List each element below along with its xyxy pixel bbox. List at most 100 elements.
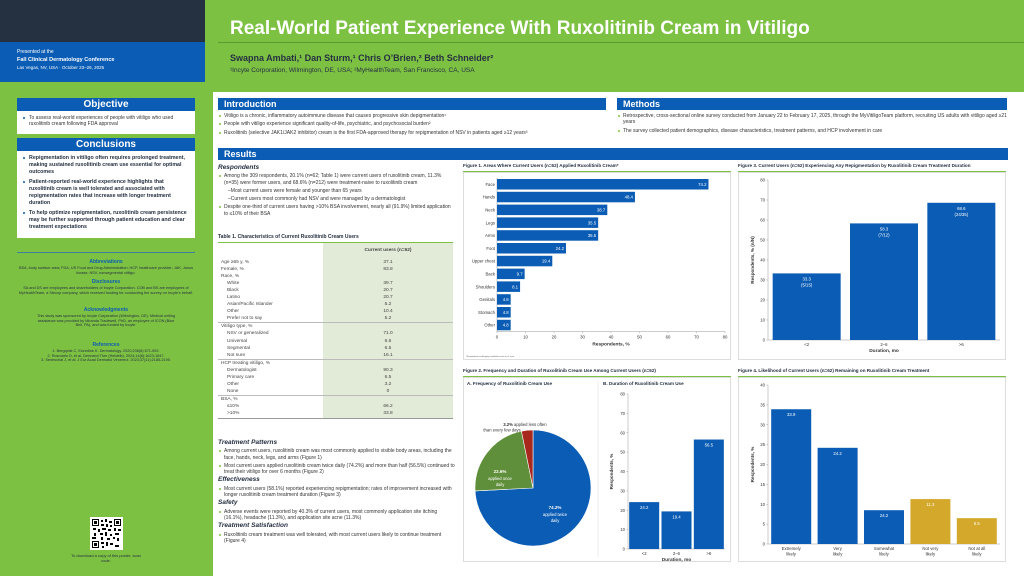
- disclosures-text: SA and DS are employees and shareholders…: [18, 285, 194, 295]
- fig2b-y-tick-label: 70: [620, 411, 625, 416]
- table-row-label: Female, %: [221, 266, 244, 272]
- fig3-y-tick-label: 0: [763, 338, 766, 343]
- fig1-value-label: 48.4: [625, 195, 634, 200]
- intro-item: Ruxolitinib (selective JAK1/JAK2 inhibit…: [218, 130, 608, 136]
- fig3-category-label: <2: [804, 342, 810, 347]
- fig2-frame: [463, 377, 731, 562]
- fig4-value-label: 24.2: [880, 513, 889, 518]
- fig1-value-label: 4.8: [503, 323, 510, 328]
- fig2a-slice-pct: 3.2%: [503, 422, 513, 427]
- fig3-category-label: >6: [959, 342, 965, 347]
- fig2b-category-label: 2–6: [673, 551, 681, 556]
- fig3-category-label: 2–6: [880, 342, 888, 347]
- table-row-value: 6.5: [323, 374, 453, 382]
- intro-item: Vitiligo is a chronic, inflammatory auto…: [218, 113, 608, 119]
- fig1-x-tick-label: 40: [609, 335, 614, 340]
- table-row-value: 66.2: [323, 403, 453, 411]
- table-row-label: Other: [227, 382, 239, 388]
- fig1-bar: [497, 217, 599, 228]
- table1-caption: Table 1. Characteristics of Current Ruxo…: [218, 234, 359, 240]
- reference-item: 1. Bergqvist C, Ezzedine K. Dermatology.…: [52, 348, 160, 353]
- table-row: Segmental 6.5: [218, 344, 453, 352]
- fig4-category-label: Extremely likely: [782, 546, 802, 557]
- results-title: Results: [218, 148, 1008, 160]
- fig3-frame: [738, 172, 1006, 360]
- table-row-label: Latino: [227, 294, 241, 300]
- acknowledgments-title: Acknowledgments: [83, 307, 129, 313]
- table-row-value: 39.7: [323, 279, 453, 287]
- table-row-label: Dermatologist: [227, 367, 257, 373]
- table-row-label: Asian/Pacific Islander: [227, 302, 273, 308]
- fig3-value-label: 33.3: [802, 276, 811, 281]
- fig4-y-tick-label: 30: [760, 422, 765, 427]
- table-row-value: [323, 322, 453, 331]
- fig1-bar: [497, 191, 635, 203]
- fig1-bar: [497, 281, 521, 292]
- authors: Swapna Ambati,¹ Dan Sturm,¹ Chris O’Brie…: [230, 53, 494, 63]
- table-row-label: Prefer not to say: [227, 316, 263, 322]
- table-row-value: 16.1: [323, 351, 453, 360]
- effectiveness-title: Effectiveness: [218, 476, 260, 484]
- fig2b-y-tick-label: 80: [620, 392, 625, 397]
- objective-box: Objective To assess real-world experienc…: [17, 98, 195, 135]
- fig1-category-label: Shoulders: [476, 284, 495, 289]
- fig1-footnote: *Respondents could apply ruxolitinib cre…: [466, 355, 515, 358]
- fig2b-value-label: 24.2: [640, 505, 649, 510]
- fig3-y-tick-label: 50: [760, 238, 765, 243]
- conclusion-item: To help optimize repigmentation, ruxolit…: [23, 210, 189, 231]
- table-row-label: Segmental: [227, 345, 250, 351]
- fig2b-y-tick-label: 50: [620, 450, 625, 455]
- satisfaction-title: Treatment Satisfaction: [218, 522, 288, 530]
- table-row-label: Primary care: [227, 375, 255, 380]
- fig4-y-tick-label: 25: [760, 442, 765, 447]
- objective-item: To assess real-world experiences of peop…: [23, 115, 189, 127]
- respondents-item: Among the 309 respondents, 20.1% (n=62; …: [218, 173, 456, 186]
- methods-title: Methods: [617, 98, 1007, 110]
- fig1-category-label: Legs: [486, 220, 495, 225]
- fig2a-slice-label: applied less often than every few days: [483, 422, 547, 433]
- table-row: Primary care 6.5: [218, 374, 453, 382]
- fig2a-pie-slice: [474, 430, 534, 492]
- disclosures-title: Disclosures: [91, 279, 121, 285]
- fig2-rule: [463, 376, 731, 377]
- abbreviations-title: Abbreviations: [89, 259, 123, 265]
- fig1-category-label: Genitals: [479, 297, 495, 302]
- fig4-bar: [817, 447, 858, 544]
- table-row: Dermatologist 90.3: [218, 366, 453, 374]
- qr-caption: To download a copy of this poster, scan …: [71, 553, 141, 563]
- fig1-x-tick-label: 80: [723, 335, 728, 340]
- fig4-value-label: 24.2: [833, 451, 842, 456]
- fig4-y-tick-label: 10: [760, 502, 765, 507]
- respondents-subitem: –Most current users were female and youn…: [228, 187, 362, 194]
- conclusions-title: Conclusions: [17, 138, 195, 151]
- table-row-label: HCP treating vitiligo, %: [218, 358, 323, 367]
- table-row-value: 83.8: [323, 265, 453, 273]
- fig4-category-label: Not at all likely: [968, 546, 985, 557]
- fig1-category-label: Foot: [486, 246, 495, 251]
- table-row-value: 10.4: [323, 308, 453, 316]
- fig2b-value-label: 56.5: [705, 443, 714, 448]
- fig1-value-label: 8.1: [512, 284, 519, 289]
- fig4-y-tick-label: 40: [760, 383, 765, 388]
- abbreviations-block: Abbreviations BSA, body surface area; FD…: [17, 260, 195, 275]
- fig2b-y-tick-label: 0: [623, 547, 626, 552]
- fig4-y-tick-label: 5: [763, 522, 766, 527]
- table-row: HCP treating vitiligo, %: [218, 358, 453, 367]
- qr-code[interactable]: [90, 517, 123, 550]
- fig2b-x-axis-label: Duration, mo: [662, 557, 692, 562]
- fig4-category-label: Somewhat likely: [874, 546, 895, 557]
- fig2b-category-label: >6: [706, 551, 712, 556]
- treatment-patterns-title: Treatment Patterns: [218, 439, 278, 446]
- treatment-patterns-item: Among current users, ruxolitinib cream w…: [218, 448, 456, 461]
- table-row-label: Universal: [227, 338, 247, 344]
- fig3-n-label: (7/12): [878, 232, 890, 237]
- fig2a-subtitle: A. Frequency of Ruxolitinib Cream Use: [467, 381, 552, 386]
- fig2b-y-tick-label: 30: [620, 488, 625, 493]
- fig1-bar: [497, 243, 566, 254]
- reference-item: 2. Rosmarin D, et al. Dermatol Ther (Hei…: [47, 353, 165, 358]
- fig2a-pie-slice: [474, 429, 592, 547]
- fig4-y-tick-label: 20: [760, 462, 765, 467]
- methods-item: The survey collected patient demographic…: [617, 128, 1009, 134]
- table-row: Vitiligo type, %: [218, 322, 453, 331]
